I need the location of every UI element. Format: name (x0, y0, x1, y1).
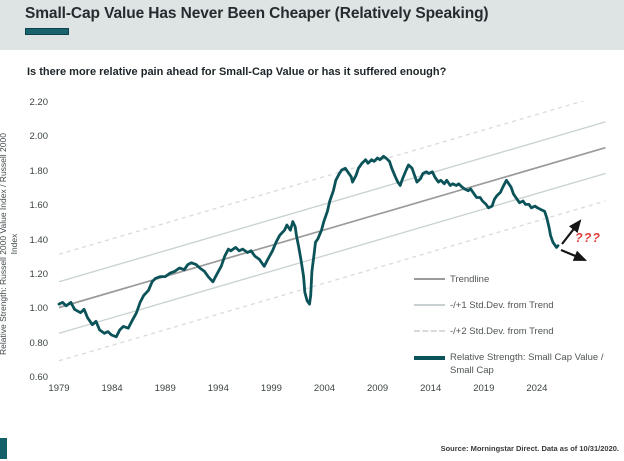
y-tick: 2.00 (29, 131, 49, 143)
trendline (58, 146, 606, 309)
legend-item-std1: -/+1 Std.Dev. from Trend (414, 292, 614, 318)
up-arrow-icon (561, 219, 582, 245)
y-tick: 1.00 (29, 303, 49, 315)
x-tick: 1989 (154, 383, 176, 394)
annotation-arrows (560, 219, 588, 262)
x-tick: 1999 (260, 383, 282, 394)
chart-question: Is there more relative pain ahead for Sm… (27, 66, 447, 78)
y-tick: 1.80 (29, 165, 49, 177)
x-tick: 1994 (207, 383, 229, 394)
legend: Trendline -/+1 Std.Dev. from Trend -/+2 … (414, 266, 614, 377)
legend-item-std2: -/+2 Std.Dev. from Trend (414, 318, 614, 344)
std1-swatch-icon (414, 304, 445, 306)
y-tick: 1.60 (29, 200, 49, 212)
x-tick: 2009 (367, 383, 389, 394)
y-tick: 1.20 (29, 268, 49, 280)
y-tick: 0.80 (29, 337, 49, 349)
title-underline (25, 28, 69, 35)
source-note: Source: Morningstar Direct. Data as of 1… (440, 444, 619, 453)
y-tick: 2.20 (29, 97, 49, 108)
x-tick: 2004 (313, 383, 336, 394)
relative-strength-line (57, 154, 560, 339)
legend-item-relative-strength: Relative Strength: Small Cap Value / Sma… (414, 351, 614, 377)
series-swatch-icon (414, 356, 445, 360)
header: Small-Cap Value Has Never Been Cheaper (… (0, 0, 624, 50)
x-tick: 2019 (473, 383, 495, 394)
x-tick: 2024 (526, 383, 548, 394)
plus1-stddev-line (58, 121, 606, 283)
y-tick: 1.40 (29, 234, 49, 246)
legend-item-trendline: Trendline (414, 266, 614, 292)
corner-accent-bar (0, 438, 7, 459)
x-tick: 1979 (48, 383, 70, 394)
minus1-stddev-line (58, 172, 606, 334)
y-tick: 0.60 (29, 372, 49, 383)
minus2-stddev-line (58, 200, 606, 362)
page-title: Small-Cap Value Has Never Been Cheaper (… (25, 5, 489, 22)
x-tick: 2014 (420, 383, 442, 394)
plus2-stddev-line (58, 101, 586, 255)
down-arrow-icon (560, 248, 588, 262)
std2-swatch-icon (414, 330, 445, 332)
x-tick: 1984 (101, 383, 123, 394)
trendline-swatch-icon (414, 278, 445, 280)
question-marks: ??? (575, 231, 601, 245)
